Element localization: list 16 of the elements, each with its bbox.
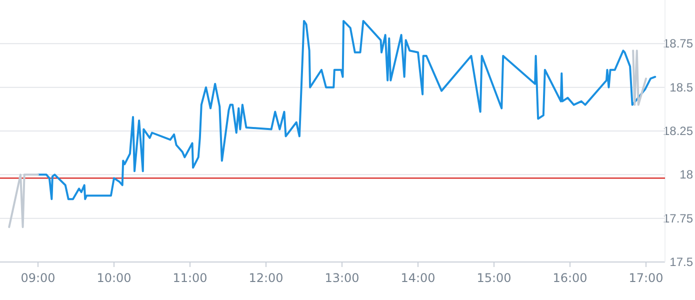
- y-tick-label: 18.5: [670, 80, 694, 94]
- y-tick-label: 17.5: [670, 255, 694, 269]
- line-series: [37, 20, 656, 200]
- x-tick-label: 12:00: [248, 271, 284, 285]
- x-tick-label: 11:00: [172, 271, 208, 285]
- y-tick-label: 18.25: [662, 124, 694, 138]
- x-tick-label: 13:00: [324, 271, 360, 285]
- y-tick-label: 17.75: [662, 211, 694, 226]
- x-tick-label: 17:00: [628, 271, 664, 285]
- x-tick-label: 10:00: [96, 271, 132, 285]
- y-tick-label: 18.75: [662, 36, 694, 51]
- x-tick-label: 15:00: [476, 271, 512, 285]
- x-tick-label: 09:00: [20, 271, 56, 285]
- x-tick-label: 14:00: [400, 271, 436, 285]
- y-tick-label: 18: [680, 168, 694, 182]
- x-tick-label: 16:00: [552, 271, 588, 285]
